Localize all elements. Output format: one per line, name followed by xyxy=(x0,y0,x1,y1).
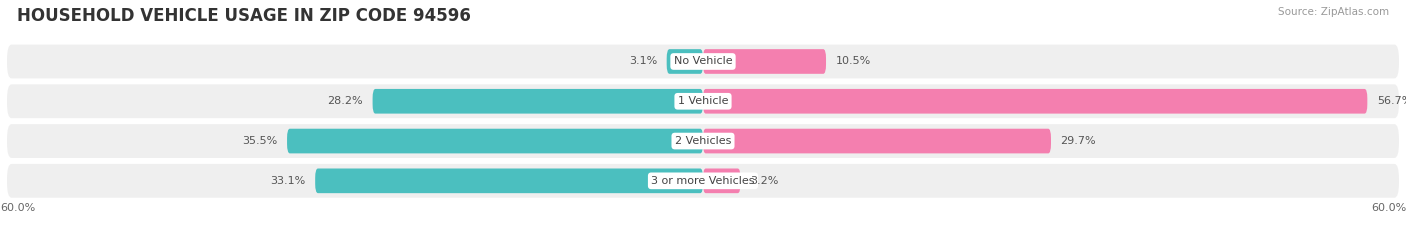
FancyBboxPatch shape xyxy=(7,124,1399,158)
FancyBboxPatch shape xyxy=(703,49,827,74)
FancyBboxPatch shape xyxy=(373,89,703,114)
FancyBboxPatch shape xyxy=(703,129,1052,153)
Text: 60.0%: 60.0% xyxy=(0,203,35,213)
FancyBboxPatch shape xyxy=(703,89,1367,114)
Text: HOUSEHOLD VEHICLE USAGE IN ZIP CODE 94596: HOUSEHOLD VEHICLE USAGE IN ZIP CODE 9459… xyxy=(17,7,471,25)
FancyBboxPatch shape xyxy=(7,84,1399,118)
Text: 35.5%: 35.5% xyxy=(242,136,278,146)
Text: 60.0%: 60.0% xyxy=(1371,203,1406,213)
Text: 29.7%: 29.7% xyxy=(1060,136,1097,146)
Text: 33.1%: 33.1% xyxy=(270,176,307,186)
Text: No Vehicle: No Vehicle xyxy=(673,56,733,66)
Text: 3.2%: 3.2% xyxy=(749,176,779,186)
FancyBboxPatch shape xyxy=(7,164,1399,198)
Text: 3 or more Vehicles: 3 or more Vehicles xyxy=(651,176,755,186)
FancyBboxPatch shape xyxy=(7,45,1399,78)
Text: 3.1%: 3.1% xyxy=(628,56,657,66)
Text: 1 Vehicle: 1 Vehicle xyxy=(678,96,728,106)
FancyBboxPatch shape xyxy=(287,129,703,153)
Text: 56.7%: 56.7% xyxy=(1376,96,1406,106)
Text: 2 Vehicles: 2 Vehicles xyxy=(675,136,731,146)
Text: 10.5%: 10.5% xyxy=(835,56,870,66)
FancyBboxPatch shape xyxy=(315,168,703,193)
FancyBboxPatch shape xyxy=(666,49,703,74)
FancyBboxPatch shape xyxy=(703,168,741,193)
Text: 28.2%: 28.2% xyxy=(328,96,363,106)
Text: Source: ZipAtlas.com: Source: ZipAtlas.com xyxy=(1278,7,1389,17)
